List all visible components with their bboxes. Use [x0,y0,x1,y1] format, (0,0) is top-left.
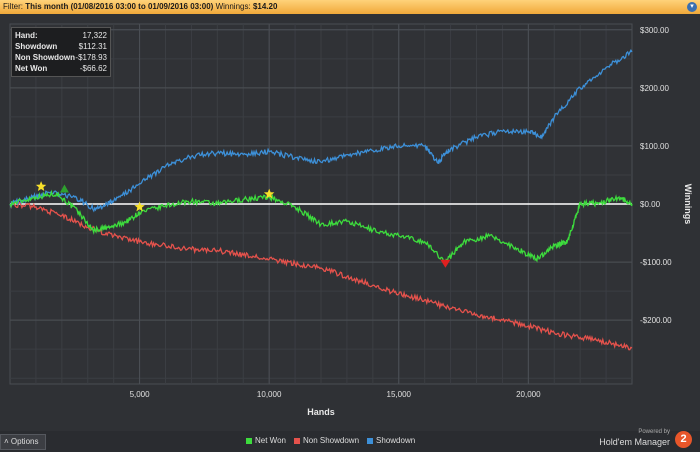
y-tick-label: $300.00 [640,26,669,35]
x-tick-label: 20,000 [516,390,541,399]
chart-legend: Net Won Non Showdown Showdown [246,436,415,445]
star-marker [134,201,145,212]
bottom-bar [0,431,700,452]
stats-row-showdown: Showdown $112.31 [15,42,107,51]
winnings-value: $14.20 [252,2,278,11]
star-marker [263,188,275,199]
winnings-chart: $300.00 $200.00 $100.00 $0.00 -$100.00 -$200.… [9,23,693,417]
filter-value: This month (01/08/2016 03:00 to 01/09/20… [25,2,214,11]
triangle-down-marker [440,259,451,268]
options-button[interactable]: ˄ Options [0,434,46,450]
series-line-net-won [9,189,633,265]
legend-item-net-won[interactable]: Net Won [246,436,286,445]
winnings-label: Winnings: [215,2,251,11]
options-label: Options [10,437,39,446]
x-tick-label: 5,000 [130,390,151,399]
brand-logo: 2 [675,431,692,448]
chevron-down-icon[interactable]: ▾ [687,2,697,12]
y-tick-label: $100.00 [640,142,669,151]
x-tick-label: 15,000 [387,390,412,399]
legend-item-showdown[interactable]: Showdown [367,436,415,445]
stats-row-net-won: Net Won -$66.62 [15,64,107,73]
x-axis-title: Hands [307,407,335,417]
stats-row-hand: Hand: 17,322 [15,31,107,40]
y-axis-title: Winnings [683,184,693,224]
y-tick-label: -$100.00 [640,258,672,267]
x-tick-label: 10,000 [257,390,282,399]
brand-text: Powered by Hold'em Manager [599,429,670,447]
caret-up-icon: ˄ [4,437,9,446]
series-line-showdown [9,49,633,213]
y-tick-label: $200.00 [640,84,669,93]
y-tick-label: $0.00 [640,200,661,209]
y-tick-label: -$200.00 [640,316,672,325]
filter-bar[interactable]: Filter: This month (01/08/2016 03:00 to … [0,0,700,14]
series-line-non-showdown [9,201,633,351]
legend-item-non-showdown[interactable]: Non Showdown [293,436,359,445]
stats-panel: Hand: 17,322 Showdown $112.31 Non Showdown… [11,27,111,77]
star-marker [35,181,47,191]
filter-label: Filter: [3,2,23,11]
triangle-up-marker [59,184,69,193]
stats-row-non-showdown: Non Showdown -$178.93 [15,53,107,62]
